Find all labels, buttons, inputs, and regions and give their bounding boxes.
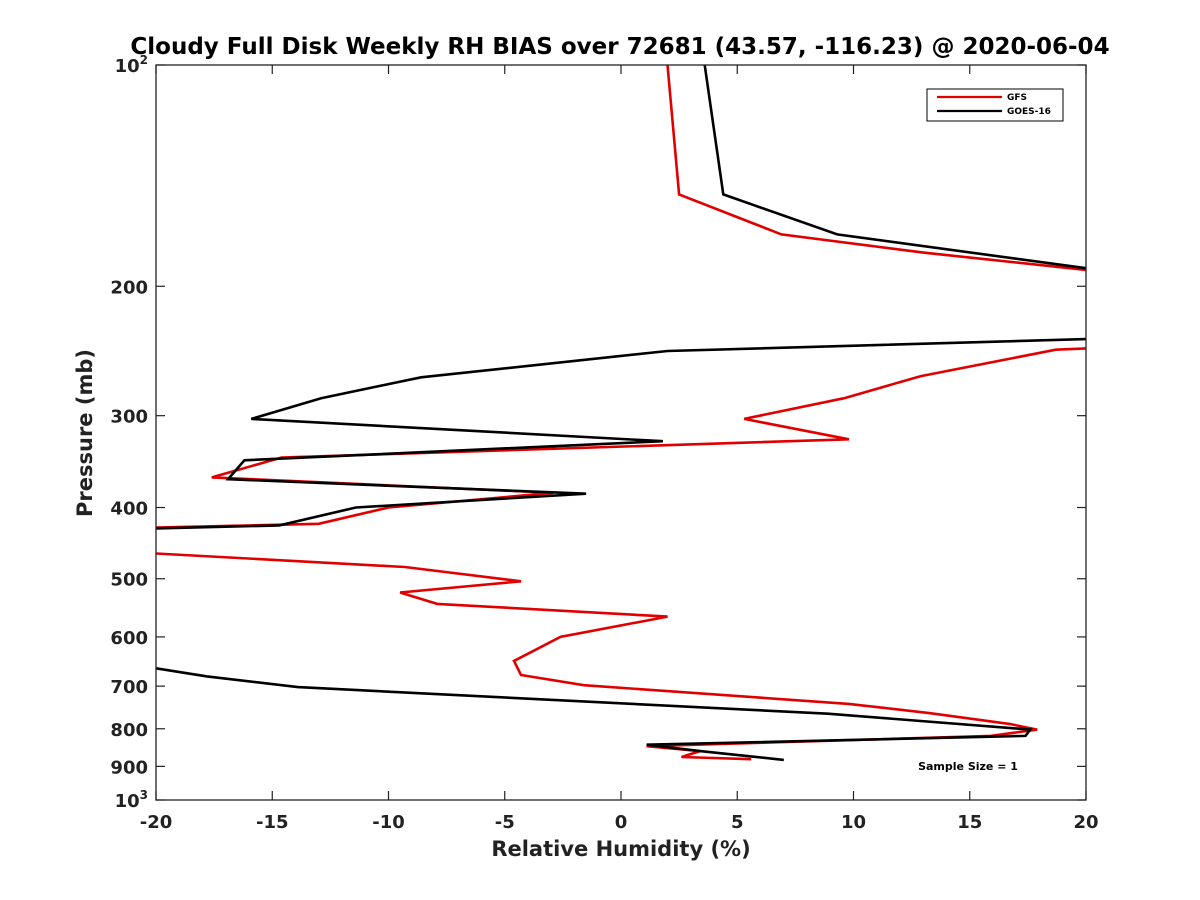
sample-size-annotation: Sample Size = 1 (918, 760, 1018, 773)
y-tick-label: 400 (110, 499, 148, 520)
y-tick-label-base: 10 (115, 791, 140, 812)
x-tick-label: -10 (372, 812, 405, 833)
y-tick-label: 200 (110, 277, 148, 298)
y-tick-label: 102 (115, 53, 148, 77)
y-tick-label-base: 10 (115, 56, 140, 77)
x-tick-label: -15 (256, 812, 289, 833)
series-line-gfs-segment-2 (155, 347, 1087, 529)
series-line-gfs-segment-3 (155, 552, 1038, 761)
chart-title: Cloudy Full Disk Weekly RH BIAS over 726… (130, 34, 1109, 60)
y-tick-label-exponent: 3 (140, 788, 148, 802)
series-line-goes16-segment-2 (155, 337, 1087, 530)
legend: GFS GOES-16 (926, 88, 1064, 122)
x-tick-label: 10 (841, 812, 866, 833)
y-tick-label: 300 (110, 407, 148, 428)
y-tick-label: 500 (110, 570, 148, 591)
plot-lines (155, 64, 1087, 762)
x-axis-label: Relative Humidity (%) (491, 837, 750, 861)
series-line-gfs-segment-1 (666, 64, 1087, 272)
y-tick-label: 103 (115, 788, 148, 812)
legend-label-goes16: GOES-16 (1007, 107, 1051, 117)
x-tick-label: 15 (957, 812, 982, 833)
x-tick-label: -20 (140, 812, 173, 833)
x-axis: -20 -15 -10 -5 0 5 10 15 20 (140, 65, 1099, 833)
y-tick-label: 700 (110, 677, 148, 698)
y-tick-label: 800 (110, 720, 148, 741)
x-tick-label: 20 (1073, 812, 1098, 833)
y-tick-label: 900 (110, 757, 148, 778)
legend-box (926, 88, 1064, 122)
series-line-goes16-segment-1 (703, 64, 1087, 270)
x-tick-label: 0 (615, 812, 628, 833)
series-line-goes16-segment-3 (155, 667, 1033, 762)
y-tick-label-exponent: 2 (140, 53, 148, 67)
x-tick-label: -5 (495, 812, 515, 833)
y-tick-label: 600 (110, 628, 148, 649)
y-axis-label: Pressure (mb) (73, 349, 97, 517)
x-tick-label: 5 (731, 812, 744, 833)
legend-label-gfs: GFS (1007, 93, 1027, 103)
